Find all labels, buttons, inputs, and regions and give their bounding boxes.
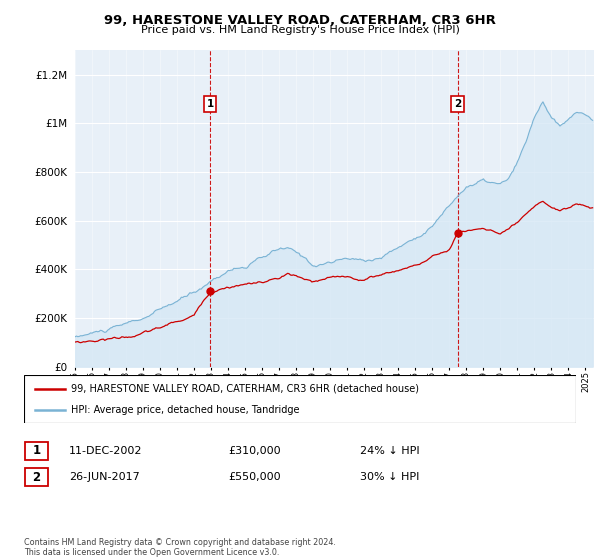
Text: 30% ↓ HPI: 30% ↓ HPI bbox=[360, 472, 419, 482]
Text: 26-JUN-2017: 26-JUN-2017 bbox=[69, 472, 140, 482]
Text: 24% ↓ HPI: 24% ↓ HPI bbox=[360, 446, 419, 456]
Text: 99, HARESTONE VALLEY ROAD, CATERHAM, CR3 6HR (detached house): 99, HARESTONE VALLEY ROAD, CATERHAM, CR3… bbox=[71, 384, 419, 394]
FancyBboxPatch shape bbox=[25, 468, 48, 486]
Text: 1: 1 bbox=[206, 99, 214, 109]
Text: HPI: Average price, detached house, Tandridge: HPI: Average price, detached house, Tand… bbox=[71, 405, 299, 416]
Text: 1: 1 bbox=[32, 444, 41, 458]
Text: 2: 2 bbox=[454, 99, 461, 109]
Text: Contains HM Land Registry data © Crown copyright and database right 2024.
This d: Contains HM Land Registry data © Crown c… bbox=[24, 538, 336, 557]
Text: 99, HARESTONE VALLEY ROAD, CATERHAM, CR3 6HR: 99, HARESTONE VALLEY ROAD, CATERHAM, CR3… bbox=[104, 14, 496, 27]
Text: Price paid vs. HM Land Registry's House Price Index (HPI): Price paid vs. HM Land Registry's House … bbox=[140, 25, 460, 35]
Text: £310,000: £310,000 bbox=[228, 446, 281, 456]
FancyBboxPatch shape bbox=[25, 442, 48, 460]
Text: 11-DEC-2002: 11-DEC-2002 bbox=[69, 446, 143, 456]
Text: £550,000: £550,000 bbox=[228, 472, 281, 482]
Text: 2: 2 bbox=[32, 470, 41, 484]
